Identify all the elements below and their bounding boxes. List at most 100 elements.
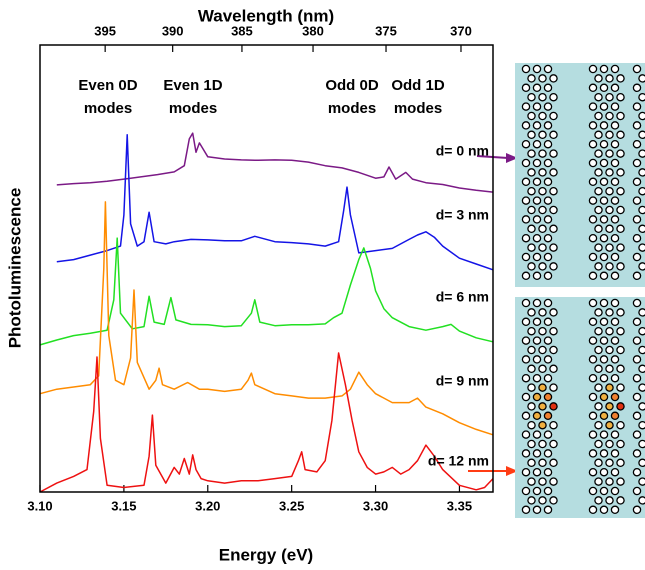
air-hole [539,384,546,391]
air-hole [528,94,535,101]
air-hole [589,141,596,148]
air-hole [600,431,607,438]
air-hole [611,253,618,260]
air-hole [633,337,640,344]
air-hole [528,75,535,82]
air-hole [550,365,557,372]
air-hole [600,103,607,110]
air-hole [611,356,618,363]
air-hole [595,459,602,466]
air-hole [633,216,640,223]
air-hole [522,337,529,344]
x-tick-label: 3.30 [363,498,388,513]
air-hole [533,337,540,344]
air-hole [589,253,596,260]
series-label: d= 6 nm [436,289,489,305]
air-hole [528,422,535,429]
x-tick-label: 3.20 [195,498,220,513]
air-hole [595,365,602,372]
air-hole [528,169,535,176]
air-hole [522,506,529,513]
air-hole [600,318,607,325]
x2-tick-label: 390 [162,23,184,38]
air-hole [550,150,557,157]
air-hole [533,216,540,223]
air-hole [528,459,535,466]
air-hole [606,169,613,176]
air-hole [550,384,557,391]
air-hole [533,65,540,72]
air-hole [544,412,551,419]
air-hole [639,384,645,391]
y-axis-label: Photoluminescence [5,188,24,349]
air-hole [533,103,540,110]
air-hole [617,478,624,485]
air-hole [522,487,529,494]
air-hole [589,197,596,204]
air-hole [528,150,535,157]
annotation: Odd 0D [325,77,379,94]
annotation: modes [328,100,376,117]
air-hole [544,197,551,204]
air-hole [544,65,551,72]
air-hole [544,318,551,325]
air-hole [522,103,529,110]
air-hole [595,169,602,176]
air-hole [589,299,596,306]
air-hole [539,94,546,101]
air-hole [595,206,602,213]
air-hole [600,122,607,129]
x-tick-label: 3.35 [447,498,472,513]
air-hole [533,253,540,260]
air-hole [589,393,596,400]
air-hole [617,328,624,335]
air-hole [539,346,546,353]
air-hole [611,65,618,72]
air-hole [639,403,645,410]
air-hole [606,422,613,429]
air-hole [611,84,618,91]
air-hole [633,375,640,382]
air-hole [600,412,607,419]
air-hole [544,337,551,344]
series-label: d= 0 nm [436,143,489,159]
air-hole [606,263,613,270]
air-hole [611,337,618,344]
air-hole [550,112,557,119]
air-hole [539,112,546,119]
air-hole [600,141,607,148]
air-hole [617,206,624,213]
air-hole [528,309,535,316]
air-hole [550,422,557,429]
air-hole [611,178,618,185]
air-hole [539,206,546,213]
air-hole [522,84,529,91]
air-hole [639,459,645,466]
air-hole [522,216,529,223]
air-hole [589,272,596,279]
air-hole [611,318,618,325]
annotation: Even 1D [163,77,222,94]
annotation: Odd 1D [391,77,445,94]
air-hole [617,459,624,466]
air-hole [633,299,640,306]
air-hole [550,131,557,138]
air-hole [606,75,613,82]
air-hole [539,131,546,138]
air-hole [606,131,613,138]
air-hole [606,206,613,213]
air-hole [539,309,546,316]
air-hole [633,412,640,419]
annotation: Even 0D [78,77,137,94]
air-hole [606,459,613,466]
air-hole [611,431,618,438]
air-hole [522,431,529,438]
air-hole [633,253,640,260]
air-hole [533,178,540,185]
air-hole [544,235,551,242]
air-hole [617,422,624,429]
x2-tick-label: 375 [375,23,397,38]
spectrum [57,135,493,270]
annotation: modes [169,100,217,117]
air-hole [617,131,624,138]
